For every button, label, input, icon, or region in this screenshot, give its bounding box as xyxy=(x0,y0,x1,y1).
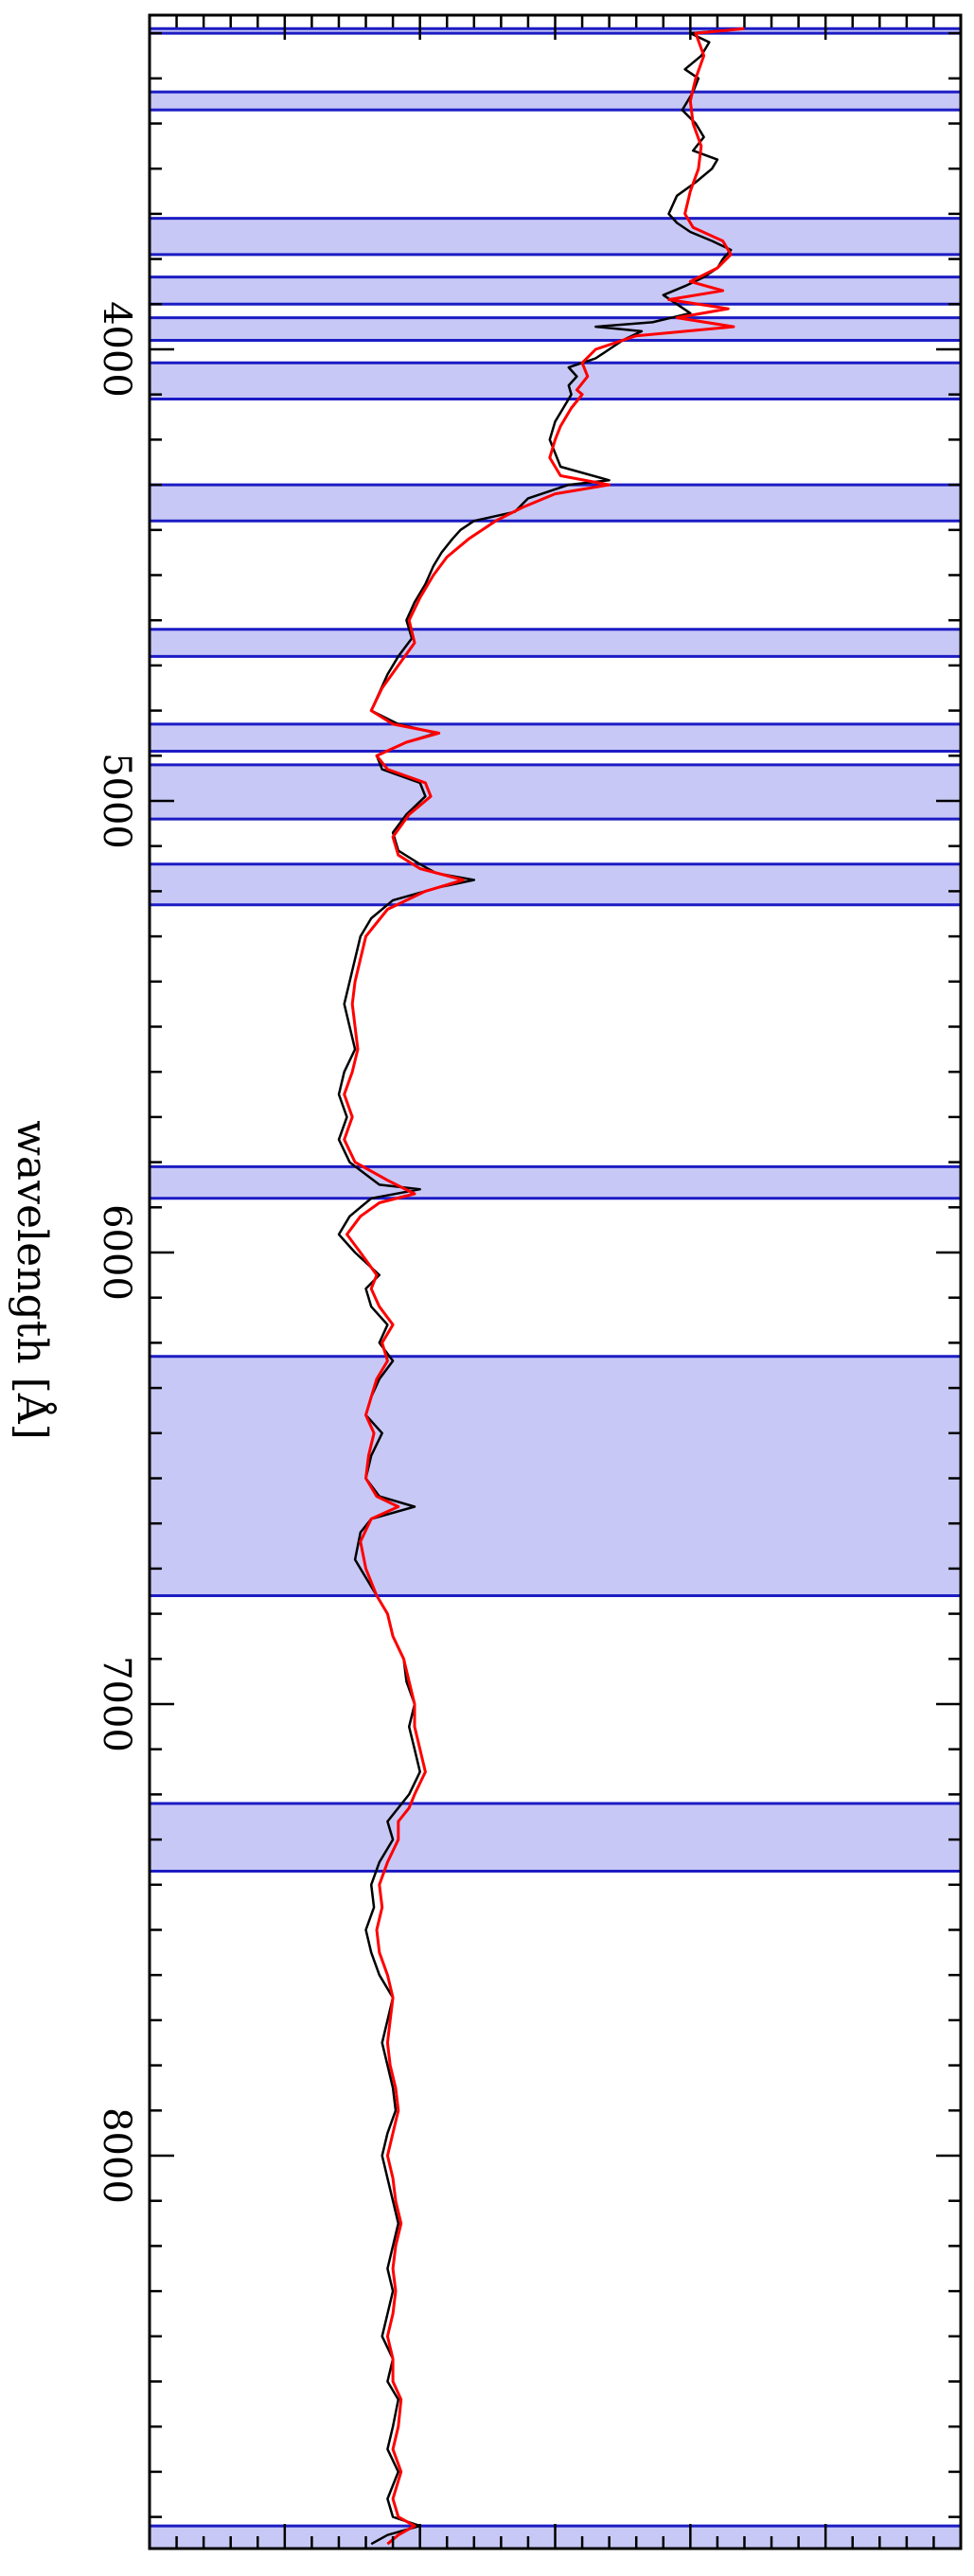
x-tick-label: 5000 xyxy=(95,753,138,849)
masked-region xyxy=(150,317,961,341)
series-lines xyxy=(337,27,745,2546)
masked-region xyxy=(150,1356,961,1596)
masked-regions xyxy=(150,27,961,2550)
masked-region xyxy=(150,1166,961,1199)
x-axis-title: wavelength [Å] xyxy=(8,1120,58,1440)
masked-region xyxy=(150,276,961,305)
masked-region xyxy=(150,218,961,255)
masked-region xyxy=(150,863,961,905)
model-spectrum-line xyxy=(343,27,745,2546)
x-tick-label: 4000 xyxy=(95,301,138,398)
x-tick-label: 8000 xyxy=(95,2107,138,2204)
masked-region xyxy=(150,1803,961,1872)
masked-region xyxy=(150,723,961,752)
axis-ticks xyxy=(148,15,963,2549)
x-tick-label: 7000 xyxy=(95,1656,138,1752)
x-tick-label: 6000 xyxy=(95,1204,138,1301)
observed-spectrum-line xyxy=(337,27,745,2546)
masked-region xyxy=(150,92,961,111)
masked-region xyxy=(150,485,961,522)
masked-region xyxy=(150,764,961,820)
masked-region xyxy=(150,629,961,657)
masked-region xyxy=(150,363,961,400)
tick-labels: 400050006000700080001.01.52.02.53.03.54.… xyxy=(95,301,138,2204)
